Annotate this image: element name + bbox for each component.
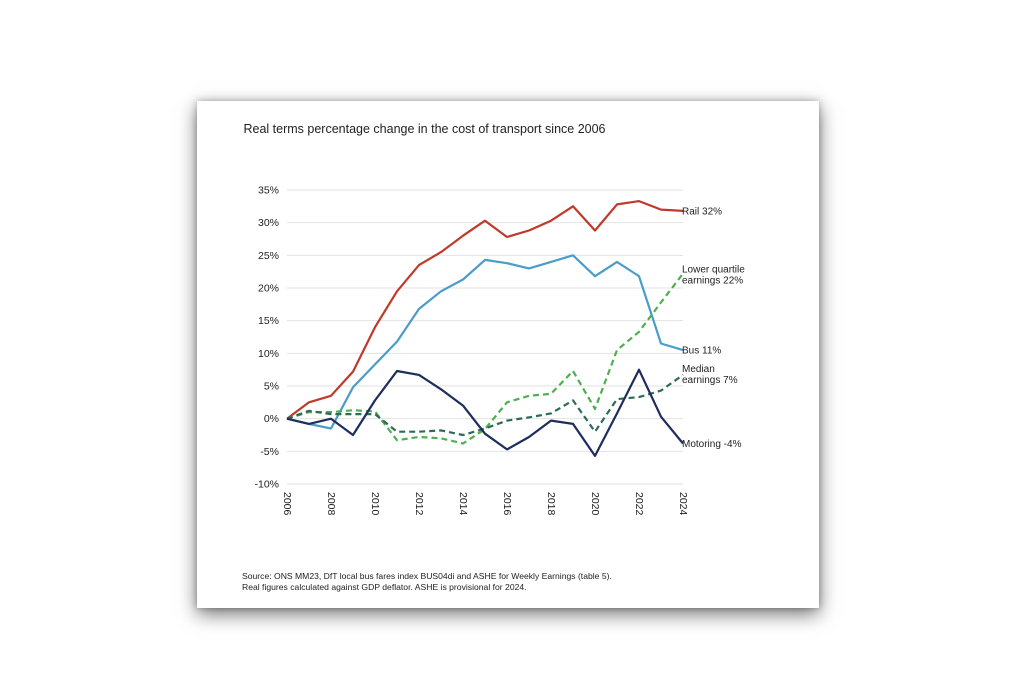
x-tick-label: 2012 [413,492,425,516]
series-line-motoring [286,368,684,457]
source-line-2: Real figures calculated against GDP defl… [242,582,527,592]
x-tick-label: 2008 [325,492,337,516]
series-line-median-earnings [286,374,684,437]
chart-card: Real terms percentage change in the cost… [197,101,819,608]
y-tick-label: 10% [258,348,279,360]
series-label-rail: Rail 32% [682,206,722,217]
series-label-line: Lower quartile [682,265,745,276]
series-line-bus [286,254,684,430]
x-tick-label: 2024 [677,492,689,516]
y-tick-label: 25% [258,250,279,262]
y-tick-label: 30% [258,217,279,229]
x-tick-label: 2018 [545,492,557,516]
series-label-motoring: Motoring -4% [682,439,742,450]
y-tick-label: 15% [258,315,279,327]
series-line-lower-quartile-earnings [286,272,684,445]
source-line-1: Source: ONS MM23, DfT local bus fares in… [242,571,612,581]
x-tick-label: 2014 [457,492,469,516]
line-chart: 35% 30% 25% 20% 15% 10% 5% 0% -5% -10%2006 2008 201… [254,185,745,516]
source-note: Source: ONS MM23, DfT local bus fares in… [242,571,802,593]
x-tick-label: 2010 [369,492,381,516]
y-tick-label: 20% [258,283,279,295]
series-label-bus: Bus 11% [682,346,721,357]
series-label-line: Median [682,364,715,375]
series-label-median-earnings: Median earnings 7% [682,364,738,386]
series-label-lower-quartile-earnings: Lower quartile earnings 22% [682,265,745,287]
x-tick-label: 2006 [281,492,293,516]
x-tick-label: 2016 [501,492,513,516]
x-tick-label: 2022 [633,492,645,516]
y-tick-label: -5% [260,446,279,458]
y-tick-label: 5% [264,381,279,393]
series-line-rail [286,199,684,420]
series-label-line: earnings 22% [682,276,743,287]
y-tick-label: 35% [258,185,279,197]
x-tick-label: 2020 [589,492,601,516]
chart-title: Real terms percentage change in the cost… [243,122,606,136]
series-label-line: earnings 7% [682,375,738,386]
y-tick-label: -10% [254,479,279,491]
y-tick-label: 0% [264,413,279,425]
